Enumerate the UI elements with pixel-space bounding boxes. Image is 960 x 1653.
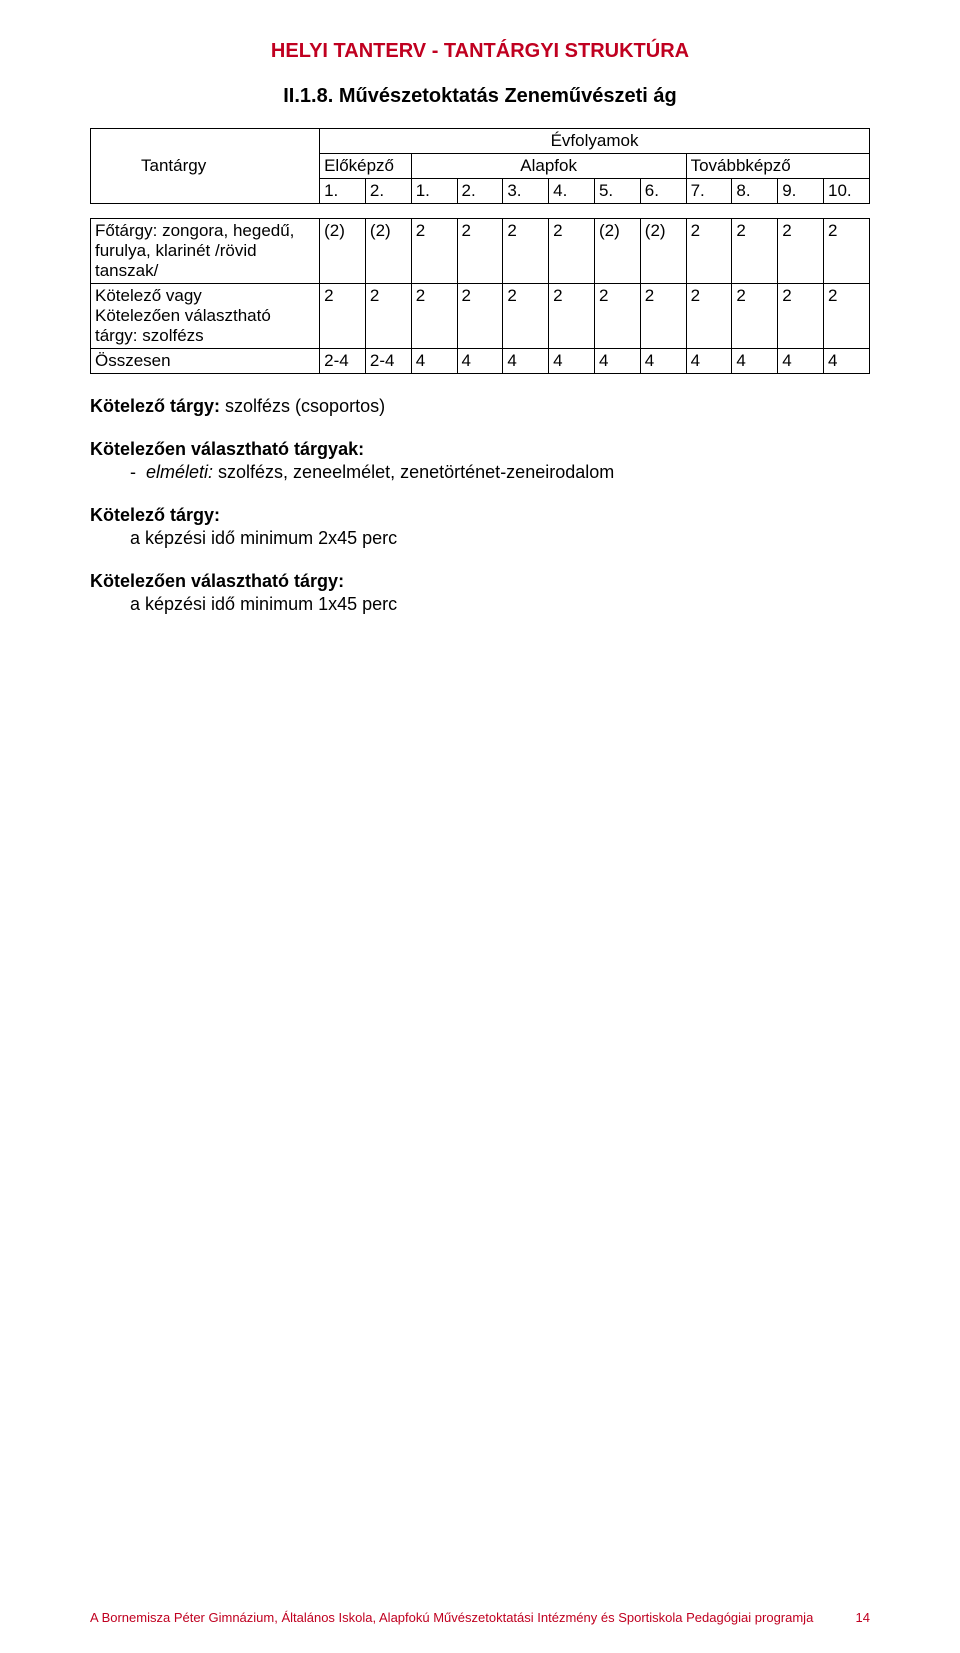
cell: 2	[778, 219, 824, 284]
col-head: 5.	[594, 179, 640, 204]
cell: 2	[640, 284, 686, 349]
cell: 2	[457, 219, 503, 284]
page-footer: A Bornemisza Péter Gimnázium, Általános …	[90, 1610, 870, 1625]
cell: 2	[824, 219, 870, 284]
group-heading-basic: Alapfok	[411, 154, 686, 179]
curriculum-table-body: Főtárgy: zongora, hegedű, furulya, klari…	[90, 218, 870, 374]
col-head: 4.	[549, 179, 595, 204]
cell: 2	[320, 284, 366, 349]
cell: 2	[549, 219, 595, 284]
cell: 2	[411, 284, 457, 349]
subject-heading: Tantárgy	[91, 129, 320, 204]
cell: 2	[365, 284, 411, 349]
page: HELYI TANTERV - TANTÁRGYI STRUKTÚRA II.1…	[0, 0, 960, 1653]
document-header: HELYI TANTERV - TANTÁRGYI STRUKTÚRA	[90, 40, 870, 63]
col-head: 1.	[411, 179, 457, 204]
cell: 4	[824, 349, 870, 374]
group-heading-pre: Előképző	[320, 154, 412, 179]
cell: 2	[824, 284, 870, 349]
col-head: 6.	[640, 179, 686, 204]
electives-heading: Kötelezően választható tárgyak:	[90, 439, 870, 460]
cell: (2)	[365, 219, 411, 284]
cell: 2	[594, 284, 640, 349]
cell: (2)	[594, 219, 640, 284]
row-label: Kötelező vagy Kötelezően választható tár…	[91, 284, 320, 349]
col-head: 2.	[457, 179, 503, 204]
cell: (2)	[640, 219, 686, 284]
footer-page-number: 14	[856, 1610, 870, 1625]
cell: 2	[503, 219, 549, 284]
col-head: 9.	[778, 179, 824, 204]
mandatory-subject-label: Kötelező tárgy:	[90, 396, 220, 416]
table-row: Kötelező vagy Kötelezően választható tár…	[91, 284, 870, 349]
col-head: 7.	[686, 179, 732, 204]
cell: 2	[549, 284, 595, 349]
table-row: Főtárgy: zongora, hegedű, furulya, klari…	[91, 219, 870, 284]
cell: 2	[503, 284, 549, 349]
cell: 4	[411, 349, 457, 374]
cell: 2	[411, 219, 457, 284]
col-head: 8.	[732, 179, 778, 204]
footer-text: A Bornemisza Péter Gimnázium, Általános …	[90, 1610, 813, 1625]
cell: 4	[457, 349, 503, 374]
cell: 2	[778, 284, 824, 349]
cell: 2-4	[320, 349, 366, 374]
mandatory2-text: a képzési idő minimum 2x45 perc	[130, 528, 870, 549]
curriculum-table-head: Tantárgy Évfolyamok Előképző Alapfok Tov…	[90, 128, 870, 204]
row-label: Összesen	[91, 349, 320, 374]
elective2-text: a képzési idő minimum 1x45 perc	[130, 594, 870, 615]
cell: 2-4	[365, 349, 411, 374]
table-row: Összesen 2-4 2-4 4 4 4 4 4 4 4 4 4 4	[91, 349, 870, 374]
cell: 4	[686, 349, 732, 374]
cell: 2	[457, 284, 503, 349]
mandatory-subject-value: szolfézs (csoportos)	[220, 396, 385, 416]
cell: 2	[686, 284, 732, 349]
cell: 4	[503, 349, 549, 374]
col-head: 10.	[824, 179, 870, 204]
cell: 4	[594, 349, 640, 374]
elective-list: szolfézs, zeneelmélet, zenetörténet-zene…	[213, 462, 614, 482]
col-head: 3.	[503, 179, 549, 204]
bullet-dash-icon: -	[130, 462, 146, 483]
col-head: 1.	[320, 179, 366, 204]
cell: 4	[778, 349, 824, 374]
cell: 2	[732, 284, 778, 349]
elective2-heading: Kötelezően választható tárgy:	[90, 571, 870, 592]
row-label: Főtárgy: zongora, hegedű, furulya, klari…	[91, 219, 320, 284]
cell: 4	[732, 349, 778, 374]
document-subtitle: II.1.8. Művészetoktatás Zeneművészeti ág	[90, 85, 870, 108]
cell: 2	[686, 219, 732, 284]
grades-heading: Évfolyamok	[320, 129, 870, 154]
cell: 4	[549, 349, 595, 374]
cell: (2)	[320, 219, 366, 284]
elective-bullet: - elméleti: szolfézs, zeneelmélet, zenet…	[130, 462, 870, 483]
mandatory-subject-heading: Kötelező tárgy: szolfézs (csoportos)	[90, 396, 870, 417]
elective-kind: elméleti:	[146, 462, 213, 482]
table-row: Tantárgy Évfolyamok	[91, 129, 870, 154]
mandatory2-heading: Kötelező tárgy:	[90, 505, 870, 526]
cell: 4	[640, 349, 686, 374]
group-heading-advanced: Továbbképző	[686, 154, 869, 179]
col-head: 2.	[365, 179, 411, 204]
cell: 2	[732, 219, 778, 284]
